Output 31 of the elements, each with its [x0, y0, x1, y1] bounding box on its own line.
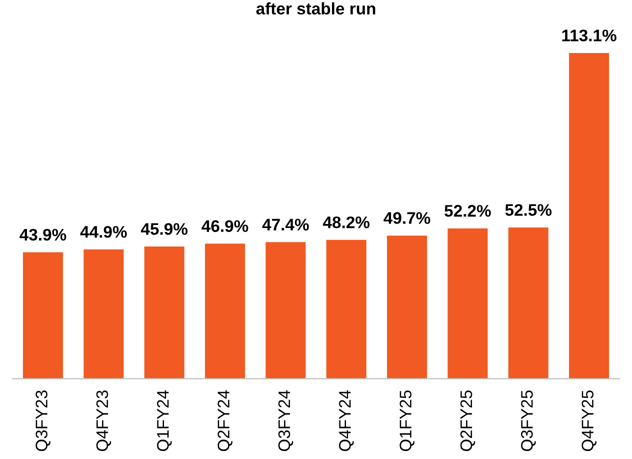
bar [386, 236, 428, 379]
data-label: 45.9% [140, 223, 188, 235]
bar [84, 249, 124, 379]
data-label: 44.9% [80, 226, 127, 238]
x-tick-label: Q4FY25 [582, 390, 596, 452]
data-label: 43.9% [20, 228, 66, 241]
bar [266, 242, 306, 379]
data-label: 48.2% [322, 216, 370, 228]
x-tick-label: Q1FY24 [156, 390, 172, 452]
x-tick-label: Q3FY23 [36, 390, 50, 452]
bar [144, 246, 184, 379]
bar [448, 228, 488, 379]
data-label: 52.2% [444, 204, 491, 217]
data-label: 47.4% [262, 218, 309, 231]
x-tick-label: Q1FY25 [400, 390, 414, 452]
x-tick-label: Q2FY25 [460, 390, 476, 452]
x-tick-label: Q4FY24 [339, 390, 354, 452]
data-label: 46.9% [202, 220, 248, 232]
bar [508, 228, 548, 379]
bar [204, 244, 246, 379]
data-label: 49.7% [384, 212, 430, 224]
bar [22, 252, 63, 379]
chart-title: after stable run [256, 2, 376, 15]
x-tick-label: Q3FY25 [521, 390, 536, 452]
data-label: 52.5% [505, 204, 552, 216]
data-label: 113.1% [562, 30, 616, 42]
x-tick-label: Q4FY23 [96, 390, 112, 452]
x-tick-label: Q3FY24 [278, 390, 294, 452]
bar [326, 240, 366, 379]
bar [569, 53, 610, 379]
x-tick-label: Q2FY24 [218, 390, 232, 452]
